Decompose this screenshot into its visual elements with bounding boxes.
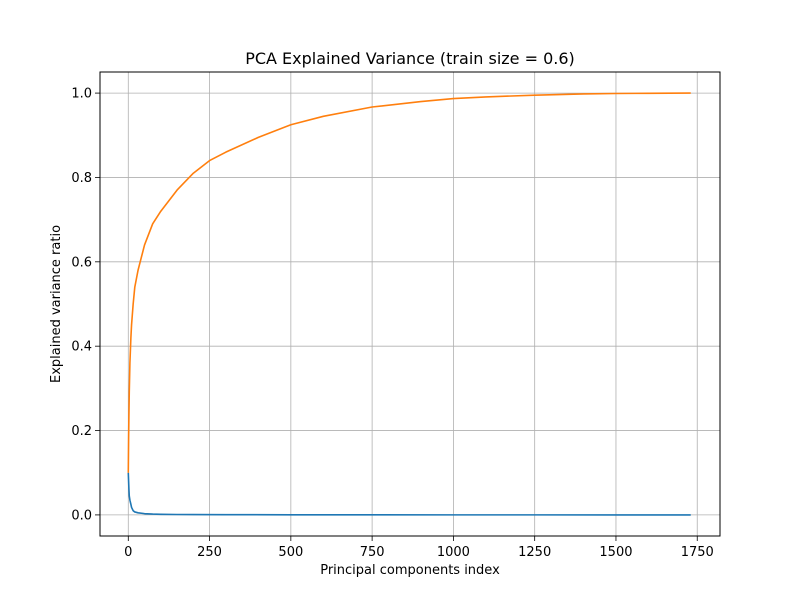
y-tick-label: 1.0	[71, 87, 92, 102]
x-axis-label: Principal components index	[320, 563, 500, 578]
x-tick-label: 250	[197, 545, 222, 560]
y-tick-label: 0.2	[71, 424, 92, 439]
x-tick-label: 1000	[437, 545, 470, 560]
y-tick-label: 0.6	[71, 255, 92, 270]
series-layer	[127, 92, 691, 516]
x-tick-label: 1500	[599, 545, 632, 560]
x-tick-label: 750	[360, 545, 385, 560]
x-tick-label: 1250	[518, 545, 551, 560]
x-tick-label: 0	[124, 545, 132, 560]
plot-frame	[99, 71, 721, 537]
y-tick-label: 0.8	[71, 171, 92, 186]
y-tick-label: 0.4	[71, 340, 92, 355]
x-tick-label: 500	[278, 545, 303, 560]
y-axis-label: Explained variance ratio	[49, 225, 64, 383]
x-axis: 0 250 500 750 1000 1250 1500 1750	[124, 536, 714, 560]
chart-title: PCA Explained Variance (train size = 0.6…	[245, 49, 575, 68]
x-tick-label: 1750	[681, 545, 714, 560]
series-line-2	[127, 92, 691, 473]
series-line-1	[127, 472, 691, 516]
y-axis: 0.0 0.2 0.4 0.6 0.8 1.0	[71, 87, 100, 523]
y-tick-label: 0.0	[71, 508, 92, 523]
